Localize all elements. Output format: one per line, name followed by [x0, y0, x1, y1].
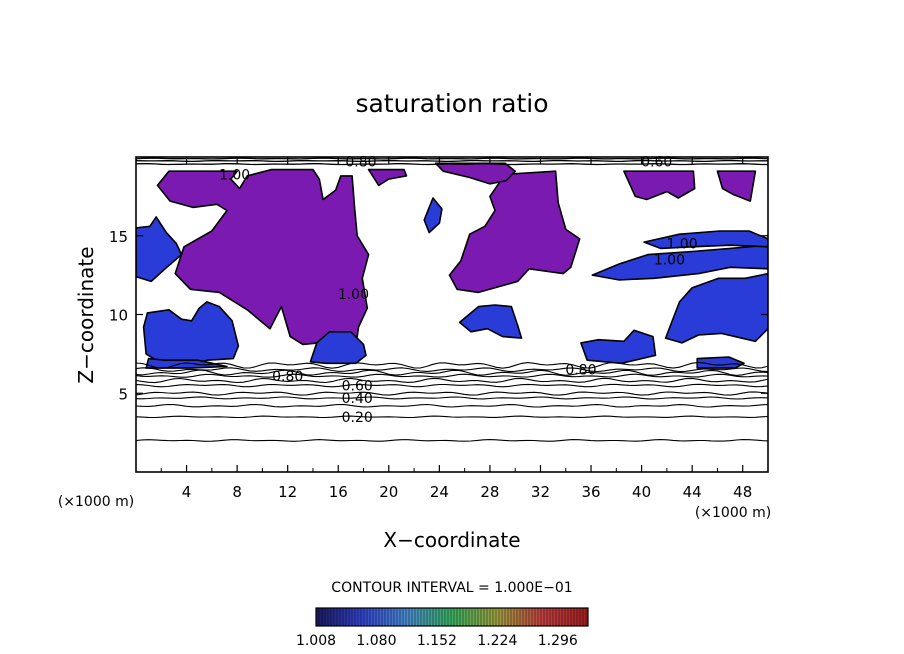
chart-title: saturation ratio [355, 89, 548, 118]
contour-line [136, 159, 768, 163]
blue-band-east [591, 244, 768, 281]
blue-cloud-west-mid [136, 216, 183, 283]
contour-line [136, 396, 768, 400]
colorbar-tick-label: 1.008 [296, 633, 336, 649]
x-unit-label: (×1000 m) [695, 505, 771, 521]
contour-line [136, 367, 768, 373]
x-tick-label: 48 [733, 483, 752, 501]
contour-label: 1.00 [654, 252, 685, 268]
contour-label: 0.80 [565, 363, 596, 379]
colorbar-tick-label: 1.152 [417, 633, 457, 649]
x-axis-label: X−coordinate [383, 528, 520, 552]
purple-cloud-west [156, 168, 370, 357]
colorbar-tick-label: 1.080 [356, 633, 396, 649]
x-tick-label: 16 [329, 483, 348, 501]
x-tick-label: 36 [581, 483, 600, 501]
purple-cloud-top [434, 162, 517, 185]
y-tick-label: 10 [109, 307, 128, 325]
contour-line [136, 415, 768, 419]
contour-line [136, 439, 768, 442]
contour-label: 0.20 [342, 410, 373, 426]
contour-label: 1.00 [666, 237, 697, 253]
y-tick-label: 15 [109, 228, 128, 246]
colorbar-tick-label: 1.224 [477, 633, 517, 649]
x-tick-label: 32 [531, 483, 550, 501]
plot-area [136, 157, 768, 442]
blue-cloud-west-low [142, 301, 240, 366]
x-tick-label: 44 [683, 483, 702, 501]
contour-label: 0.80 [345, 155, 376, 171]
contour-line [136, 163, 768, 166]
contour-label: 0.60 [342, 378, 373, 394]
purple-patch-north [367, 168, 408, 187]
contour-label: 0.60 [641, 155, 672, 171]
contour-interval-text: CONTOUR INTERVAL = 1.000E−01 [331, 580, 572, 596]
contour-label: 1.00 [219, 167, 250, 183]
y-tick-label: 5 [118, 385, 128, 403]
blue-cloud-east-big [664, 272, 768, 344]
blue-east-base [696, 356, 745, 369]
contour-label: 0.40 [342, 391, 373, 407]
y-axis-label: Z−coordinate [74, 246, 98, 383]
contour-line [136, 383, 768, 388]
contour-line [136, 373, 768, 378]
contour-line [136, 157, 768, 160]
colorbar-tick-label: 1.296 [538, 633, 578, 649]
contour-line [136, 361, 768, 369]
contour-line [136, 377, 768, 384]
x-tick-label: 4 [182, 483, 192, 501]
blue-cloud-center-south [309, 330, 367, 365]
x-tick-label: 28 [480, 483, 499, 501]
x-tick-label: 12 [278, 483, 297, 501]
contour-line [136, 391, 768, 396]
purple-cloud-northeast [623, 170, 696, 201]
blue-cloud-center-east [458, 304, 523, 339]
blue-band-east-upper [643, 230, 768, 250]
contour-line [136, 403, 768, 408]
purple-cloud-east [448, 170, 581, 294]
x-tick-label: 8 [232, 483, 242, 501]
blue-cloud-east-low [580, 329, 657, 365]
y-unit-label: (×1000 m) [58, 494, 134, 510]
contour-line [136, 369, 768, 376]
x-tick-label: 40 [632, 483, 651, 501]
x-tick-label: 24 [430, 483, 449, 501]
x-tick-label: 20 [379, 483, 398, 501]
blue-speck-center [423, 197, 443, 234]
contour-label: 0.80 [272, 369, 303, 385]
contour-label: 1.00 [338, 287, 369, 303]
purple-cloud-far-east [716, 170, 757, 202]
